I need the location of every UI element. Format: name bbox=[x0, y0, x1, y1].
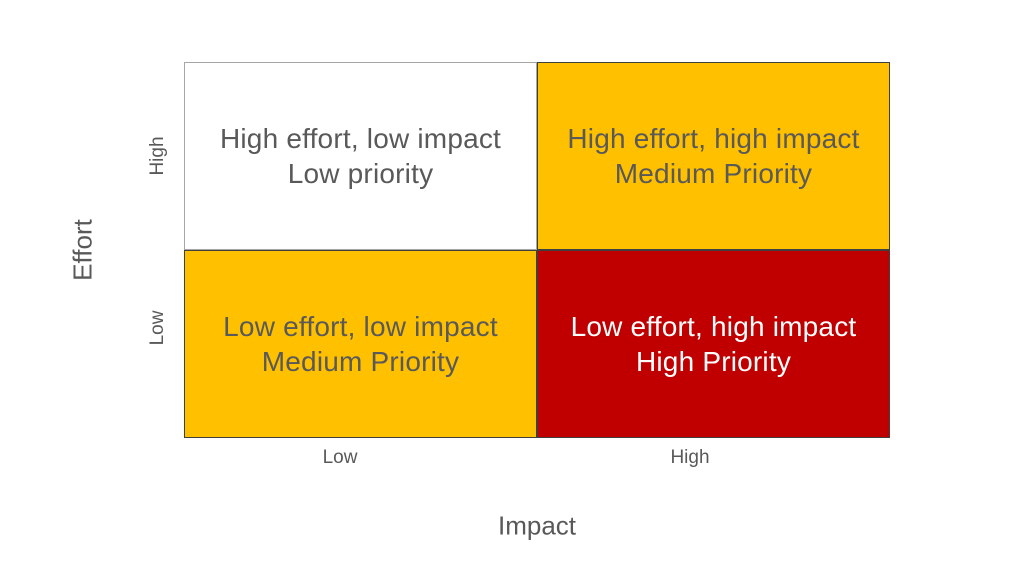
quadrant-high-effort-high-impact: High effort, high impact Medium Priority bbox=[537, 62, 890, 250]
effort-impact-matrix: High effort, low impact Low priority Hig… bbox=[184, 62, 890, 438]
quadrant-high-effort-low-impact: High effort, low impact Low priority bbox=[184, 62, 537, 250]
quadrant-priority: Low priority bbox=[287, 158, 434, 189]
quadrant-low-effort-high-impact: Low effort, high impact High Priority bbox=[537, 250, 890, 438]
quadrant-description: High effort, low impact bbox=[219, 123, 502, 154]
x-axis-tick-low: Low bbox=[322, 447, 358, 468]
quadrant-description: Low effort, high impact bbox=[570, 311, 857, 342]
quadrant-description: High effort, high impact bbox=[567, 123, 860, 154]
y-axis-tick-low: Low bbox=[147, 310, 168, 346]
y-axis-title: Effort bbox=[67, 219, 98, 281]
quadrant-description: Low effort, low impact bbox=[223, 311, 498, 342]
x-axis-tick-high: High bbox=[670, 447, 710, 468]
y-axis-tick-high: High bbox=[147, 136, 168, 176]
x-axis-title: Impact bbox=[497, 510, 577, 541]
quadrant-priority: Medium Priority bbox=[261, 346, 460, 377]
quadrant-priority: High Priority bbox=[635, 346, 792, 377]
quadrant-priority: Medium Priority bbox=[614, 158, 813, 189]
quadrant-low-effort-low-impact: Low effort, low impact Medium Priority bbox=[184, 250, 537, 438]
